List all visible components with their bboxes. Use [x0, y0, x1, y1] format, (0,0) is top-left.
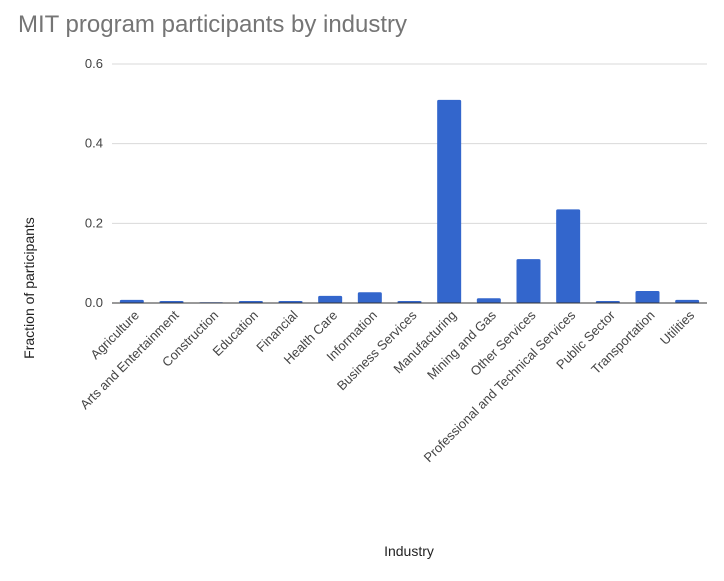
y-axis-ticks: 0.0 0.2 0.4 0.6	[85, 56, 103, 310]
bars	[119, 99, 700, 303]
bar	[437, 99, 462, 303]
bar	[556, 209, 581, 303]
chart-title: MIT program participants by industry	[18, 11, 407, 38]
bar	[516, 259, 541, 303]
y-axis-title: Fraction of participants	[21, 217, 37, 359]
y-tick-label: 0.0	[85, 295, 103, 310]
bar	[635, 291, 660, 303]
x-axis-title: Industry	[384, 543, 434, 559]
x-tick-label: Mining and Gas	[424, 307, 499, 382]
y-tick-label: 0.2	[85, 215, 103, 230]
x-tick-label: Utilities	[657, 307, 698, 348]
y-tick-label: 0.4	[85, 136, 103, 151]
bar	[675, 299, 700, 303]
bar	[357, 292, 382, 303]
bar	[318, 295, 343, 303]
gridlines	[112, 63, 707, 224]
bar	[476, 298, 501, 303]
bar	[119, 299, 144, 303]
y-tick-label: 0.6	[85, 56, 103, 71]
